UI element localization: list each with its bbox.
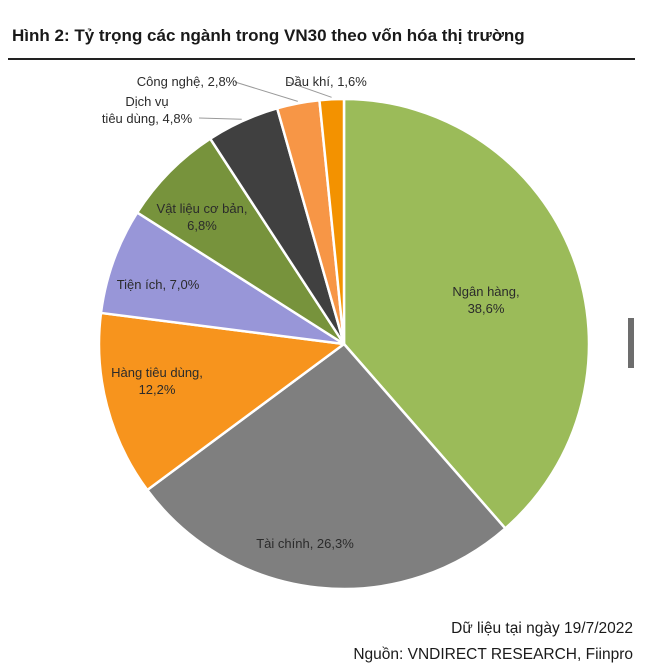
slice-label-6: Công nghệ, 2,8%	[137, 74, 238, 89]
leader-line-5	[198, 117, 242, 120]
slice-label-2: Hàng tiêu dùng, 12,2%	[111, 365, 203, 397]
data-date-note: Dữ liệu tại ngày 19/7/2022	[451, 620, 633, 637]
slice-label-3: Tiện ích, 7,0%	[117, 277, 200, 292]
pie-slice-0	[342, 97, 591, 530]
pie-slice-3	[99, 211, 346, 346]
chart-title: Hình 2: Tỷ trọng các ngành trong VN30 th…	[12, 26, 525, 45]
pie-slice-1	[146, 342, 507, 591]
pie-slice-2	[97, 311, 346, 492]
title-divider	[8, 58, 635, 60]
slice-label-1: Tài chính, 26,3%	[256, 536, 354, 551]
leader-line-7	[287, 81, 332, 98]
scrollbar-handle[interactable]	[628, 318, 634, 368]
pie-slice-4	[136, 137, 346, 346]
source-note: Nguồn: VNDIRECT RESEARCH, Fiinpro	[353, 646, 633, 663]
pie-slice-7	[318, 97, 346, 346]
slice-label-0: Ngân hàng, 38,6%	[452, 284, 519, 316]
leader-line-6	[234, 81, 298, 102]
slice-label-4: Vật liệu cơ bản, 6,8%	[157, 201, 248, 233]
slice-label-7: Dầu khí, 1,6%	[285, 74, 367, 89]
slice-label-5: Dịch vụ tiêu dùng, 4,8%	[102, 94, 193, 126]
